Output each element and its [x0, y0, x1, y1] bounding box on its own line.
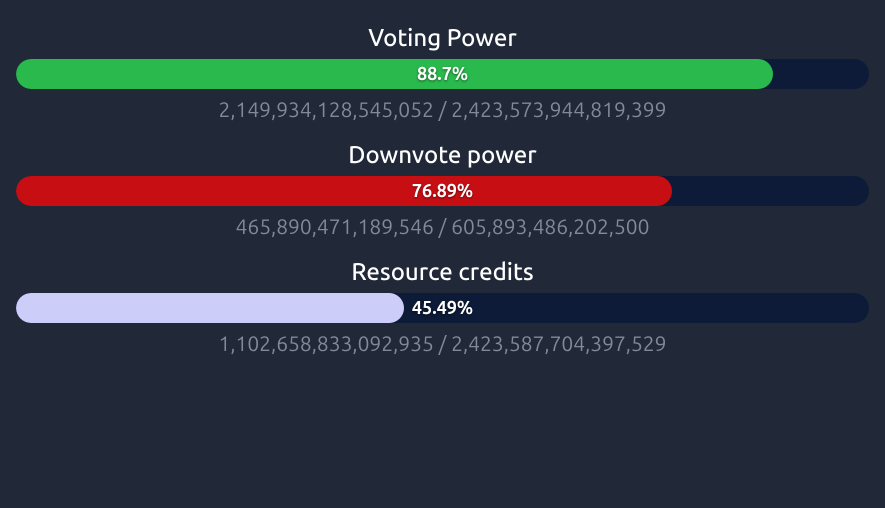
resource-credits-detail: 1,102,658,833,092,935 / 2,423,587,704,39… [218, 331, 666, 355]
voting-power-percent: 88.7% [417, 64, 468, 84]
downvote-power-title: Downvote power [348, 141, 536, 168]
downvote-power-detail: 465,890,471,189,546 / 605,893,486,202,50… [236, 214, 650, 238]
resource-credits-title: Resource credits [351, 258, 533, 285]
resource-credits-block: Resource credits 45.49% 1,102,658,833,09… [16, 258, 869, 355]
voting-power-fill [16, 59, 773, 89]
voting-power-title: Voting Power [368, 24, 517, 51]
resource-credits-bar: 45.49% [16, 293, 869, 323]
downvote-power-percent: 76.89% [412, 181, 473, 201]
downvote-power-bar: 76.89% [16, 176, 869, 206]
resource-credits-fill [16, 293, 404, 323]
voting-power-detail: 2,149,934,128,545,052 / 2,423,573,944,81… [218, 97, 666, 121]
downvote-power-fill [16, 176, 672, 206]
resource-credits-percent: 45.49% [412, 298, 473, 318]
downvote-power-block: Downvote power 76.89% 465,890,471,189,54… [16, 141, 869, 238]
voting-power-block: Voting Power 88.7% 2,149,934,128,545,052… [16, 24, 869, 121]
voting-power-bar: 88.7% [16, 59, 869, 89]
